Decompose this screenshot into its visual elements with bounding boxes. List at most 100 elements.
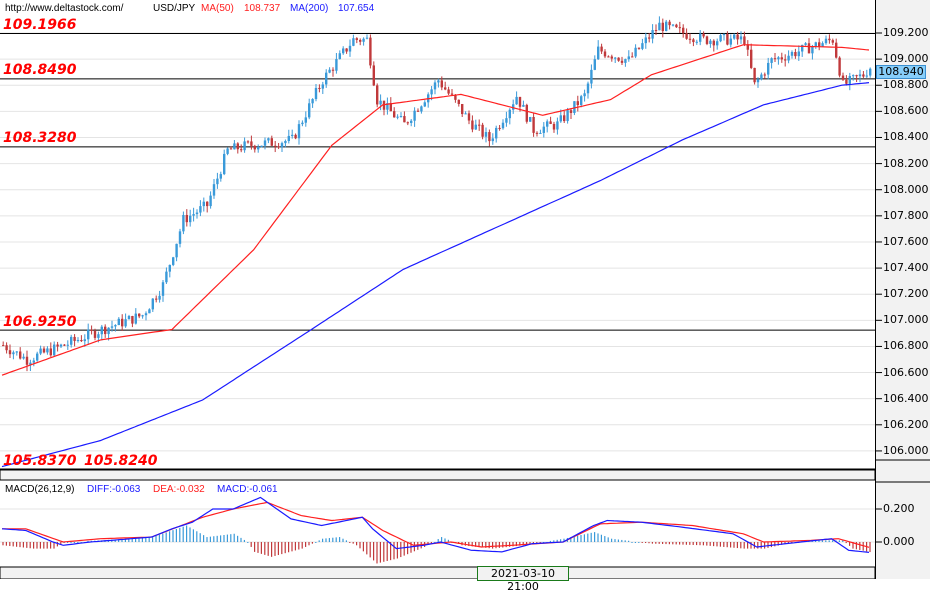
- candle-up: [335, 59, 338, 71]
- candle-up: [66, 344, 69, 346]
- candle-down: [712, 40, 715, 46]
- candle-down: [104, 326, 107, 335]
- candle-down: [185, 214, 188, 223]
- candle-up: [168, 264, 171, 272]
- candle-up: [151, 298, 154, 310]
- candle-down: [610, 56, 613, 59]
- candle-up: [420, 106, 423, 112]
- candle-down: [240, 149, 243, 151]
- candle-up: [127, 315, 131, 320]
- candle-up: [811, 46, 814, 54]
- candle-up: [114, 325, 117, 327]
- candle-down: [155, 298, 158, 300]
- candle-down: [80, 340, 83, 342]
- level-label-105-8370: 105.8370: [3, 453, 77, 469]
- candle-up: [495, 127, 498, 139]
- candle-up: [291, 134, 294, 136]
- price-tick-label: 107.200: [883, 287, 929, 301]
- candle-down: [648, 37, 651, 39]
- candle-down: [603, 51, 607, 57]
- ma50-line: [1, 44, 870, 376]
- price-tick-label: 106.200: [883, 417, 929, 431]
- candle-down: [620, 60, 624, 63]
- candle-up: [733, 34, 736, 39]
- macd-gridlines: [0, 508, 875, 543]
- candle-up: [209, 195, 212, 207]
- candle-up: [379, 100, 382, 105]
- macd-diff: DIFF:-0.063: [87, 484, 141, 495]
- candle-down: [631, 56, 634, 58]
- candle-up: [770, 58, 773, 63]
- candle-down: [692, 39, 695, 43]
- symbol-label: USD/JPY: [153, 3, 196, 14]
- candle-down: [552, 123, 556, 130]
- candle-up: [586, 83, 590, 94]
- candle-up: [634, 47, 637, 57]
- candle-down: [355, 38, 358, 40]
- price-tick-label: 107.800: [883, 208, 929, 222]
- candle-up: [263, 140, 267, 146]
- candle-up: [760, 74, 763, 80]
- candle-up: [202, 201, 205, 207]
- candle-up: [719, 35, 722, 42]
- candle-up: [117, 318, 120, 326]
- candle-down: [862, 74, 865, 77]
- candle-up: [199, 206, 202, 213]
- candle-up: [314, 87, 318, 100]
- candle-up: [413, 110, 416, 121]
- candle-up: [869, 68, 872, 76]
- candle-up: [583, 93, 586, 97]
- candle-down: [535, 132, 539, 134]
- panel-separator[interactable]: [0, 469, 876, 481]
- candle-down: [42, 348, 46, 353]
- candle-up: [260, 145, 263, 148]
- source-url[interactable]: http://www.deltastock.com/: [5, 3, 124, 14]
- candle-down: [841, 75, 845, 80]
- candle-up: [399, 116, 403, 118]
- candle-up: [216, 178, 219, 185]
- candle-up: [641, 43, 644, 49]
- candle-up: [790, 52, 794, 56]
- candle-down: [763, 74, 766, 76]
- candle-up: [284, 140, 287, 144]
- candle-down: [253, 145, 256, 150]
- candle-up: [189, 215, 192, 223]
- candle-up: [223, 153, 226, 175]
- candle-down: [569, 110, 573, 113]
- macd-tick-label: 0.000: [883, 535, 915, 548]
- candle-up: [172, 257, 175, 265]
- candle-down: [406, 122, 409, 124]
- candle-down: [471, 120, 474, 130]
- candle-up: [53, 344, 56, 356]
- ma50-value: 108.737: [244, 3, 281, 14]
- candle-down: [481, 124, 484, 137]
- candle-up: [644, 37, 647, 44]
- candle-down: [461, 103, 464, 115]
- candle-down: [49, 348, 52, 356]
- candle-up: [46, 348, 49, 353]
- candle-down: [780, 57, 783, 60]
- candle-up: [491, 138, 494, 142]
- candle-up: [501, 122, 505, 129]
- candle-down: [654, 30, 658, 32]
- level-label-108-3280: 108.3280: [3, 130, 77, 146]
- candle-up: [430, 89, 433, 95]
- macd-dea: DEA:-0.032: [153, 484, 205, 495]
- candle-down: [746, 44, 749, 50]
- candle-up: [29, 362, 32, 365]
- chart-canvas[interactable]: [0, 0, 930, 579]
- candle-down: [668, 21, 671, 26]
- candle-down: [250, 141, 253, 146]
- candle-up: [22, 356, 25, 359]
- gridlines: [0, 32, 875, 452]
- candle-up: [365, 37, 369, 39]
- candle-up: [348, 45, 352, 52]
- candle-up: [148, 309, 151, 314]
- candle-up: [767, 62, 770, 75]
- candle-up: [671, 24, 675, 26]
- current-price-badge: 108.940: [876, 65, 926, 79]
- candle-down: [600, 46, 603, 52]
- time-axis[interactable]: [0, 566, 876, 579]
- candle-down: [705, 36, 709, 44]
- level-label-108-8490: 108.8490: [3, 62, 77, 78]
